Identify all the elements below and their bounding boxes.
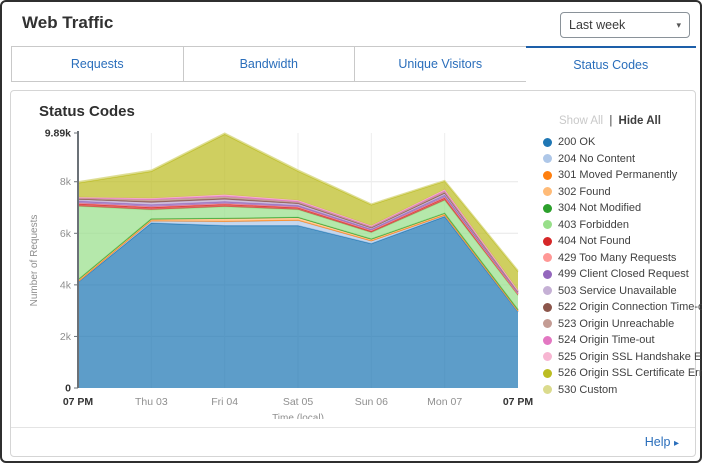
legend-dot-icon xyxy=(543,385,552,395)
legend-label: 429 Too Many Requests xyxy=(558,251,677,264)
legend-label: 524 Origin Time-out xyxy=(558,334,655,347)
page-title: Web Traffic xyxy=(22,13,114,32)
legend-item-403-forbidden[interactable]: 403 Forbidden xyxy=(543,217,695,234)
chart-title: Status Codes xyxy=(39,103,135,120)
svg-text:Mon 07: Mon 07 xyxy=(427,396,462,408)
svg-text:Fri 04: Fri 04 xyxy=(211,396,238,408)
legend-dot-icon xyxy=(543,170,552,180)
tab-unique-visitors[interactable]: Unique Visitors xyxy=(354,46,527,82)
legend-label: 503 Service Unavailable xyxy=(558,284,677,297)
legend-item-503-service-unavailable[interactable]: 503 Service Unavailable xyxy=(543,283,695,300)
svg-text:9.89k: 9.89k xyxy=(45,128,71,140)
legend-item-204-no-content[interactable]: 204 No Content xyxy=(543,151,695,168)
legend-controls: Show All | Hide All xyxy=(559,115,695,127)
svg-text:4k: 4k xyxy=(60,279,72,291)
svg-text:0: 0 xyxy=(65,383,71,395)
svg-text:07 PM: 07 PM xyxy=(503,396,534,408)
legend-dot-icon xyxy=(543,203,552,213)
legend-label: 403 Forbidden xyxy=(558,218,629,231)
legend-label: 301 Moved Permanently xyxy=(558,169,678,182)
svg-text:6k: 6k xyxy=(60,228,72,240)
legend-dot-icon xyxy=(543,253,552,263)
hide-all-link[interactable]: Hide All xyxy=(618,115,661,127)
legend-dot-icon xyxy=(543,187,552,197)
svg-text:Sun 06: Sun 06 xyxy=(355,396,388,408)
svg-text:07 PM: 07 PM xyxy=(63,396,94,408)
time-range-value: Last week xyxy=(569,18,626,32)
legend-label: 526 Origin SSL Certificate Error xyxy=(558,367,702,380)
status-codes-chart: 0 2k 4k 6k 8k 9.89k 07 PM Thu 03 Fri 04 Sat 05 Sun… xyxy=(29,128,534,420)
legend-label: 525 Origin SSL Handshake Error xyxy=(558,350,702,363)
legend-label: 404 Not Found xyxy=(558,235,631,248)
legend-item-530-custom[interactable]: 530 Custom xyxy=(543,382,695,399)
tab-status-codes[interactable]: Status Codes xyxy=(525,46,696,82)
legend-dot-icon xyxy=(543,269,552,279)
legend-controls-divider: | xyxy=(609,115,613,127)
legend-label: 499 Client Closed Request xyxy=(558,268,689,281)
legend-dot-icon xyxy=(543,352,552,362)
svg-text:2k: 2k xyxy=(60,331,72,343)
legend-label: 200 OK xyxy=(558,136,596,149)
show-all-link[interactable]: Show All xyxy=(559,115,604,127)
legend-item-524-origin-time-out[interactable]: 524 Origin Time-out xyxy=(543,332,695,349)
legend-item-301-moved-permanently[interactable]: 301 Moved Permanently xyxy=(543,167,695,184)
legend-item-429-too-many-requests[interactable]: 429 Too Many Requests xyxy=(543,250,695,267)
status-codes-panel: Status Codes 0 2k 4k 6k 8k 9.89k 07 PM Thu 03 Fr… xyxy=(10,90,702,457)
help-arrow-icon: ▸ xyxy=(673,438,679,449)
tab-requests[interactable]: Requests xyxy=(11,46,184,82)
legend-label: 204 No Content xyxy=(558,152,636,165)
legend-dot-icon xyxy=(543,236,552,246)
chart-legend: Show All | Hide All 200 OK 204 No Content… xyxy=(543,115,702,399)
legend-label: 530 Custom xyxy=(558,383,618,396)
legend-item-499-client-closed-request[interactable]: 499 Client Closed Request xyxy=(543,266,695,283)
tab-bandwidth[interactable]: Bandwidth xyxy=(182,46,355,82)
svg-text:Sat 05: Sat 05 xyxy=(283,396,314,408)
legend-dot-icon xyxy=(543,335,552,345)
legend-item-522-origin-connection-time-out[interactable]: 522 Origin Connection Time-out xyxy=(543,299,702,316)
legend-dot-icon xyxy=(543,137,552,147)
footer-divider xyxy=(11,427,695,428)
legend-dot-icon xyxy=(543,319,552,329)
legend-dot-icon xyxy=(543,220,552,230)
chevron-down-icon: ▾ xyxy=(676,19,681,30)
legend-item-525-origin-ssl-handshake-error[interactable]: 525 Origin SSL Handshake Error xyxy=(543,349,702,366)
legend-label: 523 Origin Unreachable xyxy=(558,317,675,330)
legend-label: 302 Found xyxy=(558,185,611,198)
legend-item-302-found[interactable]: 302 Found xyxy=(543,184,695,201)
legend-label: 522 Origin Connection Time-out xyxy=(558,301,702,314)
svg-text:8k: 8k xyxy=(60,176,72,188)
svg-text:Thu 03: Thu 03 xyxy=(135,396,168,408)
svg-text:Number of Requests: Number of Requests xyxy=(29,215,40,307)
tab-bar: Requests Bandwidth Unique Visitors Status C… xyxy=(11,46,696,82)
legend-dot-icon xyxy=(543,368,552,378)
legend-item-404-not-found[interactable]: 404 Not Found xyxy=(543,233,695,250)
legend-dot-icon xyxy=(543,154,552,164)
legend-item-523-origin-unreachable[interactable]: 523 Origin Unreachable xyxy=(543,316,695,333)
legend-dot-icon xyxy=(543,286,552,296)
help-label: Help xyxy=(644,435,671,449)
help-link[interactable]: Help ▸ xyxy=(645,435,679,449)
time-range-select[interactable]: Last week ▾ xyxy=(560,12,690,38)
svg-text:Time (local): Time (local) xyxy=(272,413,324,419)
legend-item-304-not-modified[interactable]: 304 Not Modified xyxy=(543,200,695,217)
legend-items: 200 OK 204 No Content 301 Moved Permanentl… xyxy=(543,134,702,399)
legend-item-526-origin-ssl-certificate-error[interactable]: 526 Origin SSL Certificate Error xyxy=(543,365,702,382)
legend-label: 304 Not Modified xyxy=(558,202,642,215)
legend-dot-icon xyxy=(543,302,552,312)
legend-item-200-ok[interactable]: 200 OK xyxy=(543,134,695,151)
